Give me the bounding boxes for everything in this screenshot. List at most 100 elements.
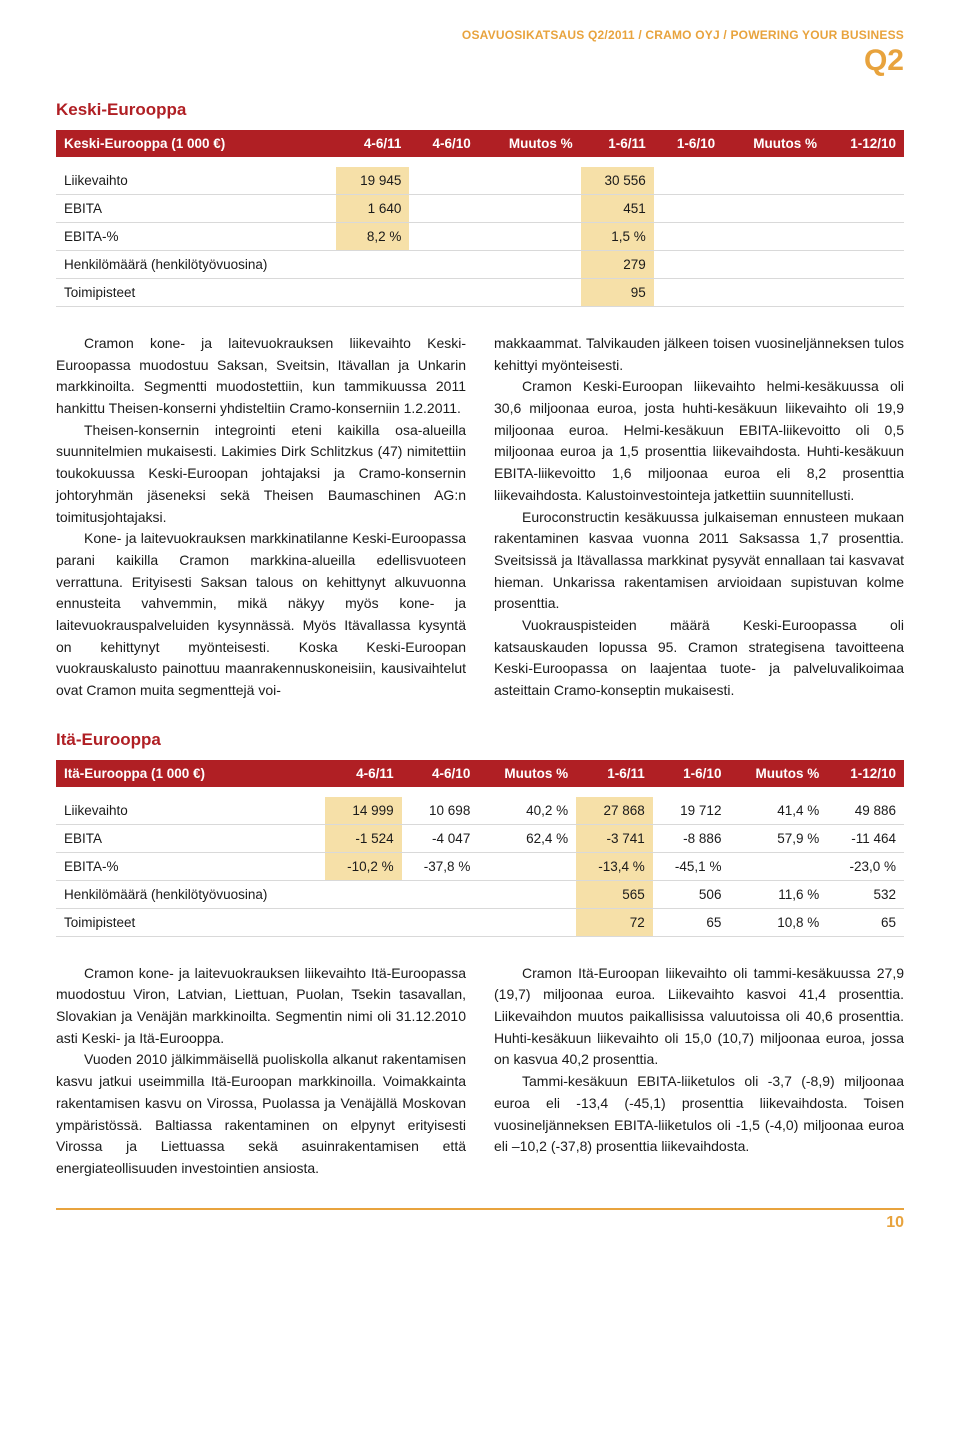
cell: 65: [827, 908, 904, 936]
cell-label: Liikevaihto: [56, 167, 336, 195]
cell-label: Toimipisteet: [56, 908, 325, 936]
cell: [478, 852, 576, 880]
cell: 1,5 %: [581, 223, 654, 251]
paragraph: makkaammat. Talvikauden jälkeen toisen v…: [494, 333, 904, 376]
cell-label: EBITA-%: [56, 852, 325, 880]
col: 1-12/10: [825, 130, 904, 157]
cell-label: Henkilömäärä (henkilötyövuosina): [56, 880, 325, 908]
cell: 451: [581, 195, 654, 223]
running-header: OSAVUOSIKATSAUS Q2/2011 / CRAMO OYJ / PO…: [56, 28, 904, 42]
col-label: Keski-Eurooppa (1 000 €): [56, 130, 336, 157]
cell: 40,2 %: [478, 797, 576, 825]
cell: [479, 223, 581, 251]
paragraph: Vuokrauspisteiden määrä Keski-Euroopassa…: [494, 615, 904, 702]
cell: 62,4 %: [478, 824, 576, 852]
cell: [654, 167, 723, 195]
cell: [825, 251, 904, 279]
cell: [723, 251, 825, 279]
section2-body: Cramon kone- ja laitevuokrauksen liikeva…: [56, 963, 904, 1180]
paragraph: Tammi-kesäkuun EBITA-liiketulos oli -3,7…: [494, 1071, 904, 1158]
cell-label: EBITA: [56, 195, 336, 223]
cell-label: Toimipisteet: [56, 279, 336, 307]
cell: 506: [653, 880, 730, 908]
col-label: Itä-Eurooppa (1 000 €): [56, 760, 325, 787]
cell: [409, 223, 478, 251]
col: Muutos %: [479, 130, 581, 157]
cell-label: Henkilömäärä (henkilötyövuosina): [56, 251, 336, 279]
cell: [654, 279, 723, 307]
cell-label: EBITA: [56, 824, 325, 852]
cell: -13,4 %: [576, 852, 653, 880]
col: 4-6/10: [402, 760, 479, 787]
cell: [402, 908, 479, 936]
cell: 1 640: [336, 195, 409, 223]
cell: [723, 223, 825, 251]
cell: [479, 167, 581, 195]
cell: 65: [653, 908, 730, 936]
table-row: Liikevaihto 14 999 10 698 40,2 % 27 868 …: [56, 797, 904, 825]
paragraph: Vuoden 2010 jälkimmäisellä puoliskolla a…: [56, 1049, 466, 1179]
col-right: makkaammat. Talvikauden jälkeen toisen v…: [494, 333, 904, 702]
cell: [409, 167, 478, 195]
cell: -3 741: [576, 824, 653, 852]
cell: [723, 167, 825, 195]
cell: -37,8 %: [402, 852, 479, 880]
cell: [825, 167, 904, 195]
cell: [336, 251, 409, 279]
footer-rule: [56, 1208, 904, 1210]
table-header-row: Itä-Eurooppa (1 000 €) 4-6/11 4-6/10 Muu…: [56, 760, 904, 787]
cell: [825, 195, 904, 223]
cell: 11,6 %: [729, 880, 827, 908]
cell: [729, 852, 827, 880]
cell: [825, 279, 904, 307]
col: 4-6/11: [325, 760, 402, 787]
col: Muutos %: [729, 760, 827, 787]
table-row: EBITA-% 8,2 % 1,5 %: [56, 223, 904, 251]
cell: 565: [576, 880, 653, 908]
cell: [479, 195, 581, 223]
cell-label: EBITA-%: [56, 223, 336, 251]
cell: [478, 880, 576, 908]
section2-title: Itä-Eurooppa: [56, 730, 904, 750]
cell: [409, 195, 478, 223]
table-row: Henkilömäärä (henkilötyövuosina) 279: [56, 251, 904, 279]
cell: [723, 279, 825, 307]
cell: 14 999: [325, 797, 402, 825]
cell: [825, 223, 904, 251]
table-keski-eurooppa: Keski-Eurooppa (1 000 €) 4-6/11 4-6/10 M…: [56, 130, 904, 307]
cell: [479, 279, 581, 307]
cell: [325, 880, 402, 908]
col: 1-6/11: [576, 760, 653, 787]
cell: [654, 251, 723, 279]
cell: 8,2 %: [336, 223, 409, 251]
col: 4-6/11: [336, 130, 409, 157]
cell: -8 886: [653, 824, 730, 852]
cell: 95: [581, 279, 654, 307]
cell: 19 945: [336, 167, 409, 195]
col: 1-6/11: [581, 130, 654, 157]
cell: -11 464: [827, 824, 904, 852]
cell: [479, 251, 581, 279]
cell: [336, 279, 409, 307]
cell: [325, 908, 402, 936]
col-left: Cramon kone- ja laitevuokrauksen liikeva…: [56, 963, 466, 1180]
cell: [409, 251, 478, 279]
paragraph: Cramon kone- ja laitevuokrauksen liikeva…: [56, 333, 466, 420]
paragraph: Theisen-konsernin integrointi eteni kaik…: [56, 420, 466, 528]
cell: -23,0 %: [827, 852, 904, 880]
paragraph: Cramon Keski-Euroopan liikevaihto helmi-…: [494, 376, 904, 506]
table-row: Toimipisteet 95: [56, 279, 904, 307]
paragraph: Euroconstructin kesäkuussa julkaiseman e…: [494, 507, 904, 615]
table-row: Henkilömäärä (henkilötyövuosina) 565 506…: [56, 880, 904, 908]
page-number: 10: [56, 1214, 904, 1232]
table-row: EBITA 1 640 451: [56, 195, 904, 223]
table-row: EBITA-% -10,2 % -37,8 % -13,4 % -45,1 % …: [56, 852, 904, 880]
table-row: Toimipisteet 72 65 10,8 % 65: [56, 908, 904, 936]
cell: 57,9 %: [729, 824, 827, 852]
paragraph: Cramon kone- ja laitevuokrauksen liikeva…: [56, 963, 466, 1050]
cell: 49 886: [827, 797, 904, 825]
paragraph: Kone- ja laitevuokrauksen markkinatilann…: [56, 528, 466, 702]
paragraph: Cramon Itä-Euroopan liikevaihto oli tamm…: [494, 963, 904, 1071]
cell: [723, 195, 825, 223]
table-ita-eurooppa: Itä-Eurooppa (1 000 €) 4-6/11 4-6/10 Muu…: [56, 760, 904, 937]
